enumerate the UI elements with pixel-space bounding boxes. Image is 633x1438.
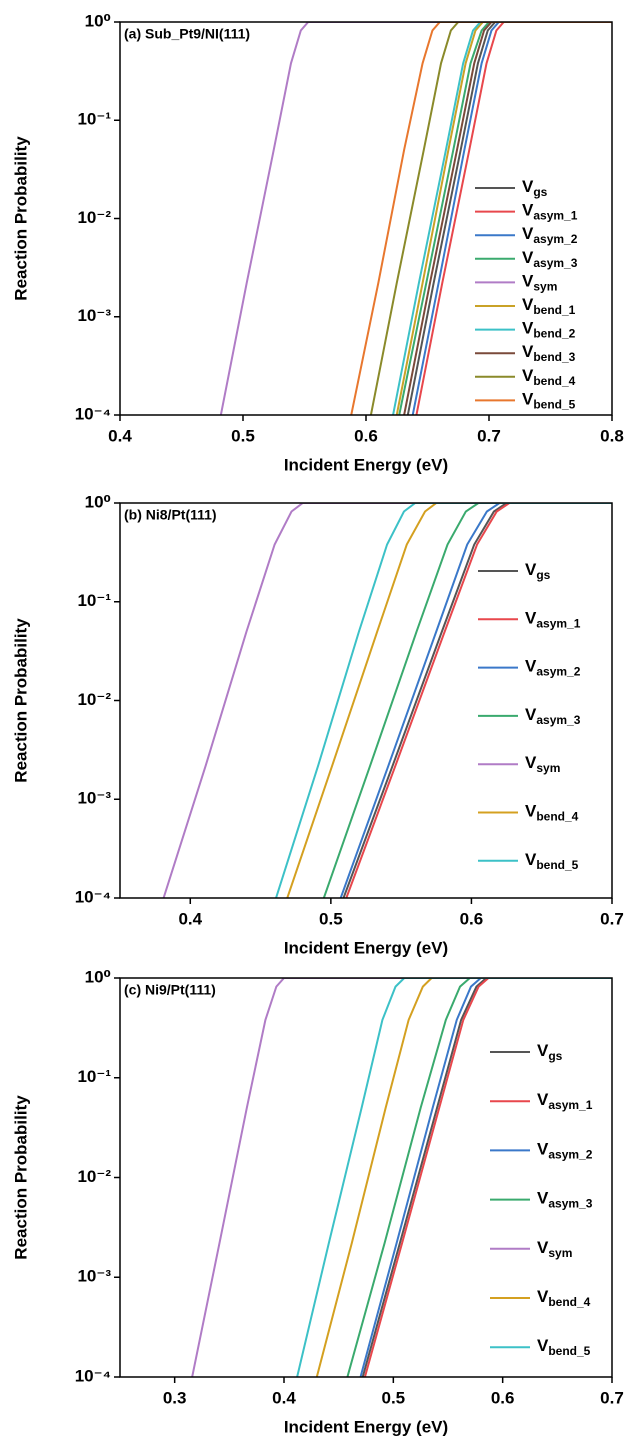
legend-label: Vasym_1 [525,609,581,631]
curve [363,978,612,1377]
curve [406,22,612,415]
x-tick-label: 0.5 [231,426,255,445]
y-tick-label: 10⁻¹ [77,110,111,129]
x-tick-label: 0.7 [600,1388,624,1407]
y-tick-label: 10⁻⁴ [75,404,111,423]
curve [359,978,612,1377]
x-tick-label: 0.6 [491,1388,515,1407]
y-tick-label: 10⁻³ [77,306,111,325]
legend-label: Vgs [537,1041,563,1063]
x-tick-label: 0.5 [382,1388,406,1407]
x-tick-label: 0.7 [600,909,624,928]
curve [398,22,612,415]
x-tick-label: 0.8 [600,426,624,445]
curve [361,978,612,1377]
y-tick-label: 10⁰ [85,967,111,986]
x-tick-label: 0.6 [460,909,484,928]
legend-label: Vbend_3 [522,343,576,365]
y-tick-label: 10⁰ [85,492,111,511]
legend-label: Vgs [525,560,551,582]
legend-label: Vasym_1 [537,1091,593,1113]
panel-label: (a) Sub_Pt9/NI(111) [124,26,250,42]
curve [346,978,612,1377]
x-axis-label: Incident Energy (eV) [284,938,448,957]
x-tick-label: 0.4 [108,426,132,445]
x-axis-label: Incident Energy (eV) [284,455,448,474]
y-tick-label: 10⁻³ [77,789,111,808]
curve [322,503,612,898]
legend-label: Vbend_5 [522,390,576,412]
x-tick-label: 0.4 [178,909,202,928]
y-axis-label: Reaction Probability [11,1095,30,1260]
curve [345,503,612,898]
y-tick-label: 10⁻² [77,208,111,227]
legend-label: Vasym_3 [525,705,581,727]
legend-label: Vbend_1 [522,295,576,317]
legend-label: Vasym_2 [525,657,581,679]
x-tick-label: 0.4 [272,1388,296,1407]
y-axis-label: Reaction Probability [11,136,30,301]
curve [162,503,612,898]
legend-label: Vsym [522,272,557,294]
curve [392,22,612,415]
legend-label: Vbend_4 [537,1287,591,1309]
curve [339,503,612,898]
y-tick-label: 10⁻² [77,1167,111,1186]
curve [403,22,612,415]
x-tick-label: 0.3 [163,1388,187,1407]
curve [369,22,612,415]
y-axis-label: Reaction Probability [11,618,30,783]
legend-label: Vbend_5 [537,1337,591,1359]
y-tick-label: 10⁻² [77,690,111,709]
legend-label: Vsym [525,754,560,776]
curve [350,22,612,415]
legend-label: Vsym [537,1238,572,1260]
x-tick-label: 0.7 [477,426,501,445]
curve [342,503,612,898]
legend-label: Vbend_5 [525,850,579,872]
legend-label: Vasym_1 [522,201,578,223]
curve [415,22,612,415]
panel-label: (c) Ni9/Pt(111) [124,982,216,998]
x-axis-label: Incident Energy (eV) [284,1417,448,1436]
panel-label: (b) Ni8/Pt(111) [124,507,217,523]
legend-label: Vasym_3 [522,248,578,270]
legend-label: Vbend_4 [522,366,576,388]
legend-label: Vasym_2 [537,1140,593,1162]
y-tick-label: 10⁻⁴ [75,1366,111,1385]
x-tick-label: 0.5 [319,909,343,928]
y-tick-label: 10⁻¹ [77,591,111,610]
x-tick-label: 0.6 [354,426,378,445]
curve [395,22,612,415]
curve [315,978,612,1377]
curve [286,503,612,898]
y-tick-label: 10⁰ [85,11,111,30]
curve [219,22,612,415]
legend-label: Vbend_4 [525,802,579,824]
y-tick-label: 10⁻³ [77,1267,111,1286]
legend-label: Vgs [522,177,548,199]
legend-label: Vasym_3 [537,1189,593,1211]
curve [411,22,612,415]
y-tick-label: 10⁻¹ [77,1067,111,1086]
curve [191,978,612,1377]
curve [296,978,612,1377]
curve [275,503,612,898]
plot-frame [119,977,613,1378]
legend-label: Vbend_2 [522,319,576,341]
y-tick-label: 10⁻⁴ [75,887,111,906]
legend-label: Vasym_2 [522,225,578,247]
